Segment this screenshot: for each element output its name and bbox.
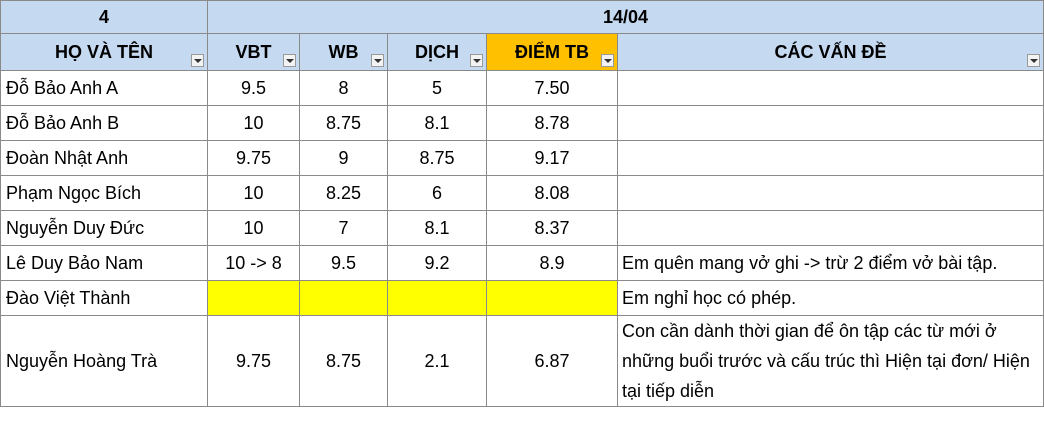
wb-score-cell[interactable]: 8.75 — [299, 105, 388, 141]
column-header-label: VBT — [235, 41, 272, 62]
vbt-score-cell[interactable]: 9.75 — [207, 315, 300, 407]
vbt-score-cell[interactable]: 10 — [207, 175, 300, 211]
issues-cell[interactable] — [616, 210, 1044, 246]
filter-dropdown-icon[interactable] — [470, 54, 483, 67]
vbt-score-cell[interactable]: 9.75 — [207, 140, 300, 176]
table-row: Đỗ Bảo Anh A 9.5 8 5 7.50 — [0, 70, 1044, 106]
filter-dropdown-icon[interactable] — [1027, 54, 1041, 67]
filter-dropdown-icon[interactable] — [601, 54, 614, 67]
wb-score-cell[interactable]: 9 — [299, 140, 388, 176]
vbt-score-cell[interactable]: 10 — [207, 210, 300, 246]
average-score-cell[interactable]: 8.37 — [486, 210, 618, 246]
vbt-score-cell[interactable] — [207, 280, 300, 316]
issues-cell[interactable] — [616, 105, 1044, 141]
average-score-cell[interactable]: 7.50 — [486, 70, 618, 106]
wb-score-cell[interactable]: 8.25 — [299, 175, 388, 211]
table-row: Đỗ Bảo Anh B 10 8.75 8.1 8.78 — [0, 105, 1044, 141]
column-header-label: ĐIỂM TB — [515, 41, 589, 62]
average-score-cell[interactable]: 9.17 — [486, 140, 618, 176]
vbt-score-cell[interactable]: 10 -> 8 — [207, 245, 300, 281]
average-score-cell[interactable]: 8.08 — [486, 175, 618, 211]
dich-score-cell[interactable]: 2.1 — [387, 315, 487, 407]
column-header-label: WB — [328, 41, 359, 62]
table-row: Đào Việt Thành Em nghỉ học có phép. — [0, 280, 1044, 316]
table-row: Lê Duy Bảo Nam 10 -> 8 9.5 9.2 8.9 Em qu… — [0, 245, 1044, 281]
student-name-cell[interactable]: Đào Việt Thành — [0, 280, 208, 316]
dich-score-cell[interactable]: 9.2 — [387, 245, 487, 281]
column-header-issues[interactable]: CÁC VẤN ĐỀ — [616, 33, 1044, 71]
average-score-cell[interactable]: 8.78 — [486, 105, 618, 141]
column-header-label: CÁC VẤN ĐỀ — [774, 41, 887, 62]
average-score-cell[interactable] — [486, 280, 618, 316]
student-name-cell[interactable]: Đoàn Nhật Anh — [0, 140, 208, 176]
filter-dropdown-icon[interactable] — [371, 54, 384, 67]
table-row: Nguyễn Duy Đức 10 7 8.1 8.37 — [0, 210, 1044, 246]
dich-score-cell[interactable]: 8.1 — [387, 210, 487, 246]
dich-score-cell[interactable]: 8.75 — [387, 140, 487, 176]
student-name-cell[interactable]: Phạm Ngọc Bích — [0, 175, 208, 211]
dich-score-cell[interactable]: 8.1 — [387, 105, 487, 141]
column-header-row: HỌ VÀ TÊN VBT WB DỊCH ĐIỂM TB CÁC VẤN ĐỀ — [0, 33, 1044, 71]
table-row: Phạm Ngọc Bích 10 8.25 6 8.08 — [0, 175, 1044, 211]
average-score-cell[interactable]: 8.9 — [486, 245, 618, 281]
student-name-cell[interactable]: Đỗ Bảo Anh A — [0, 70, 208, 106]
issues-cell[interactable] — [616, 70, 1044, 106]
student-name-cell[interactable]: Lê Duy Bảo Nam — [0, 245, 208, 281]
group-header-row: 4 14/04 — [0, 0, 1044, 34]
column-header-vbt[interactable]: VBT — [207, 33, 300, 71]
table-row: Nguyễn Hoàng Trà 9.75 8.75 2.1 6.87 Con … — [0, 315, 1044, 407]
wb-score-cell[interactable]: 8.75 — [299, 315, 388, 407]
dich-score-cell[interactable] — [387, 280, 487, 316]
issues-cell[interactable]: Con cần dành thời gian để ôn tập các từ … — [616, 315, 1044, 407]
issues-cell[interactable]: Em nghỉ học có phép. — [616, 280, 1044, 316]
column-header-average[interactable]: ĐIỂM TB — [486, 33, 618, 71]
dich-score-cell[interactable]: 6 — [387, 175, 487, 211]
wb-score-cell[interactable]: 8 — [299, 70, 388, 106]
grade-sheet: 4 14/04 HỌ VÀ TÊN VBT WB DỊCH ĐIỂM TB CÁ… — [0, 0, 1044, 407]
vbt-score-cell[interactable]: 9.5 — [207, 70, 300, 106]
average-score-cell[interactable]: 6.87 — [486, 315, 618, 407]
column-header-label: DỊCH — [415, 41, 459, 62]
wb-score-cell[interactable]: 9.5 — [299, 245, 388, 281]
issues-cell[interactable] — [616, 175, 1044, 211]
student-name-cell[interactable]: Nguyễn Duy Đức — [0, 210, 208, 246]
group-number-cell[interactable]: 4 — [0, 0, 208, 34]
wb-score-cell[interactable] — [299, 280, 388, 316]
issues-cell[interactable]: Em quên mang vở ghi -> trừ 2 điểm vở bài… — [616, 245, 1044, 281]
column-header-label: HỌ VÀ TÊN — [54, 41, 153, 62]
filter-dropdown-icon[interactable] — [283, 54, 296, 67]
date-cell[interactable]: 14/04 — [206, 0, 1044, 34]
column-header-wb[interactable]: WB — [299, 33, 388, 71]
vbt-score-cell[interactable]: 10 — [207, 105, 300, 141]
column-header-dich[interactable]: DỊCH — [387, 33, 487, 71]
issues-cell[interactable] — [616, 140, 1044, 176]
filter-dropdown-icon[interactable] — [191, 54, 204, 67]
student-name-cell[interactable]: Nguyễn Hoàng Trà — [0, 315, 208, 407]
dich-score-cell[interactable]: 5 — [387, 70, 487, 106]
student-name-cell[interactable]: Đỗ Bảo Anh B — [0, 105, 208, 141]
column-header-name[interactable]: HỌ VÀ TÊN — [0, 33, 208, 71]
wb-score-cell[interactable]: 7 — [299, 210, 388, 246]
table-row: Đoàn Nhật Anh 9.75 9 8.75 9.17 — [0, 140, 1044, 176]
